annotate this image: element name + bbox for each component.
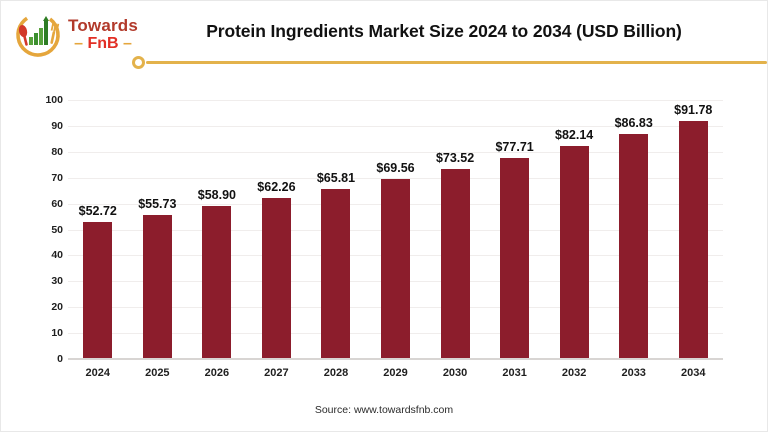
- bar-column: $52.72: [68, 100, 128, 359]
- bar-column: $58.90: [187, 100, 247, 359]
- x-tick-label: 2027: [264, 367, 289, 379]
- fork-icon: [50, 22, 60, 44]
- y-tick-label: 100: [45, 94, 63, 106]
- towardsfnb-logo-icon: [16, 13, 60, 57]
- bar-series: $52.72 $55.73 $58.90 $62.26 $65.81 $69.56 $73.…: [68, 100, 723, 359]
- bar-column: $73.52: [425, 100, 485, 359]
- x-axis-line: [68, 358, 723, 360]
- x-axis-labels: 2024 2025 2026 2027 2028 2029 2030 2031 2032 2033…: [68, 367, 723, 379]
- bar-value-label: $65.81: [316, 170, 356, 185]
- logo-dash-right: –: [123, 34, 132, 52]
- bar: [261, 197, 291, 359]
- bar: [381, 178, 410, 359]
- divider-line: [146, 61, 767, 64]
- x-tick-label: 2034: [681, 367, 706, 379]
- page-title: Protein Ingredients Market Size 2024 to …: [206, 21, 682, 41]
- y-tick-label: 10: [51, 327, 63, 340]
- source-text: Source: www.towardsfnb.com: [314, 404, 454, 416]
- y-tick-label: 50: [51, 223, 63, 236]
- x-tick-label: 2029: [383, 367, 408, 379]
- logo-dash-left: –: [74, 34, 84, 52]
- y-axis-labels: 0 10 20 30 40 50 60 70 80 90 100: [27, 94, 63, 365]
- bar-column: $65.81: [306, 100, 366, 359]
- y-tick-label: 20: [51, 301, 63, 314]
- bar: [440, 168, 470, 359]
- x-tick-label: 2033: [621, 367, 646, 379]
- bar-value-label: $86.83: [614, 116, 653, 131]
- growth-bars-icon: [29, 16, 49, 45]
- y-tick-label: 90: [51, 119, 63, 132]
- x-tick-label: 2024: [85, 367, 111, 379]
- y-tick-label: 80: [51, 145, 63, 158]
- bar-value-label: $55.73: [138, 196, 177, 211]
- x-tick-label: 2031: [502, 367, 527, 379]
- x-tick-label: 2030: [442, 367, 468, 379]
- bar: [619, 134, 649, 359]
- bar: [83, 222, 113, 359]
- bar-column: $55.73: [128, 100, 188, 359]
- bar-value-label: $69.56: [376, 160, 415, 175]
- bar: [559, 146, 589, 359]
- divider-dot: [132, 56, 145, 69]
- bar: [678, 121, 708, 359]
- bar-column: $82.14: [544, 100, 604, 359]
- bar-column: $69.56: [366, 100, 426, 359]
- bar-value-label: $82.14: [555, 128, 594, 143]
- logo-towards: Towards: [68, 15, 139, 35]
- y-tick-label: 0: [57, 353, 63, 365]
- bar-value-label: $58.90: [197, 188, 236, 203]
- bar-column: $77.71: [485, 100, 545, 359]
- y-tick-label: 70: [51, 171, 63, 184]
- bar-column: $86.83: [604, 100, 664, 359]
- bar-value-label: $52.72: [78, 204, 117, 219]
- y-tick-label: 60: [51, 197, 63, 210]
- spoon-icon: [18, 25, 28, 46]
- bar-value-label: $62.26: [257, 179, 296, 194]
- bar: [142, 214, 172, 359]
- gridline: [68, 125, 723, 127]
- y-tick-label: 30: [51, 275, 63, 288]
- towardsfnb-logo: Towards – FnB –: [14, 9, 138, 59]
- y-tick-label: 40: [51, 249, 63, 262]
- logo-fnb: – FnB –: [68, 34, 138, 52]
- bar-value-label: $77.71: [495, 139, 534, 154]
- bar-column: $91.78: [663, 100, 723, 359]
- bar: [202, 206, 232, 359]
- x-tick-label: 2026: [204, 367, 230, 379]
- logo-text: Towards – FnB –: [68, 17, 138, 52]
- bar: [321, 188, 351, 359]
- x-tick-label: 2032: [561, 367, 587, 379]
- gridline: [68, 151, 723, 153]
- bar: [500, 157, 530, 359]
- gridline: [68, 177, 723, 179]
- bar-column: $62.26: [247, 100, 307, 359]
- bar-value-label: $91.78: [674, 103, 713, 118]
- bar-value-label: $73.52: [435, 150, 475, 165]
- logo-fnb-text: FnB: [87, 34, 119, 52]
- gridline: [68, 100, 723, 101]
- x-tick-label: 2028: [323, 367, 349, 379]
- x-tick-label: 2025: [145, 367, 170, 379]
